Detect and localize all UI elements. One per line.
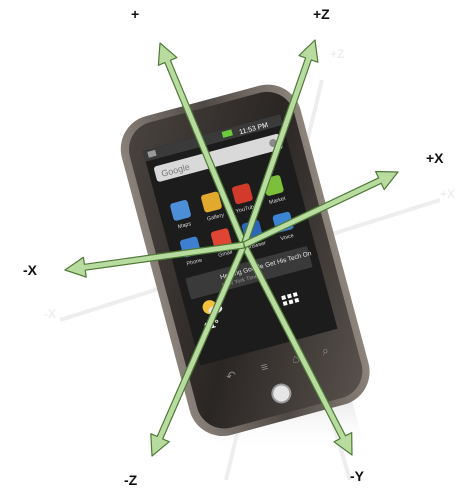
app-label: Market bbox=[269, 196, 287, 206]
signal-icon bbox=[147, 149, 157, 158]
app-label: Phone bbox=[186, 258, 203, 268]
trackball[interactable] bbox=[270, 382, 292, 404]
axis-plus-z-arrow bbox=[240, 39, 319, 247]
app-label: Maps bbox=[177, 221, 192, 230]
svg-text:+Z: +Z bbox=[330, 47, 344, 61]
axis-minus-x-arrow bbox=[64, 241, 245, 278]
status-bar bbox=[142, 114, 283, 162]
axis-label-plus-z: +Z bbox=[313, 6, 330, 22]
axis-minus-z-arrow bbox=[150, 243, 248, 457]
axis-label-minus-z: -Z bbox=[124, 472, 138, 488]
news-widget[interactable] bbox=[185, 246, 313, 300]
maps-icon bbox=[170, 199, 191, 221]
app-label: Gmail bbox=[218, 249, 233, 259]
search-key-icon[interactable]: ⌕ bbox=[320, 343, 330, 358]
app-label: Voice bbox=[280, 233, 295, 242]
axis-plus-x-arrow bbox=[242, 170, 399, 249]
app-label: Gallery bbox=[206, 212, 225, 222]
search-input[interactable] bbox=[153, 133, 283, 182]
axis-minus-y-arrow bbox=[240, 243, 353, 456]
back-icon[interactable]: ↶ bbox=[224, 368, 237, 384]
app-maps[interactable]: Maps bbox=[170, 199, 195, 231]
axis-label-minus-y: -Y bbox=[350, 468, 364, 484]
app-label: Browser bbox=[246, 240, 267, 251]
youtube-icon bbox=[232, 183, 253, 205]
home-icon[interactable]: ⌂ bbox=[290, 351, 301, 366]
axes-group bbox=[64, 39, 399, 457]
app-gallery[interactable]: Gallery bbox=[200, 191, 225, 223]
gallery-icon bbox=[201, 191, 222, 213]
axis-label-plus-y: + bbox=[131, 6, 140, 22]
app-launcher-icon[interactable] bbox=[281, 292, 300, 306]
axis-label-plus-x: +X bbox=[426, 150, 444, 166]
svg-text:+X: +X bbox=[440, 187, 455, 201]
menu-icon[interactable]: ≡ bbox=[259, 359, 269, 374]
svg-text:-X: -X bbox=[44, 307, 56, 321]
axis-plus-y-arrow bbox=[157, 42, 248, 247]
app-label: YouTube bbox=[235, 204, 257, 215]
axis-label-minus-x: -X bbox=[23, 262, 37, 278]
app-youtube[interactable]: YouTube bbox=[230, 182, 258, 215]
battery-icon bbox=[221, 129, 233, 138]
app-grid: Maps Gallery YouTube Market Phone Gmail Browse… bbox=[170, 175, 295, 268]
